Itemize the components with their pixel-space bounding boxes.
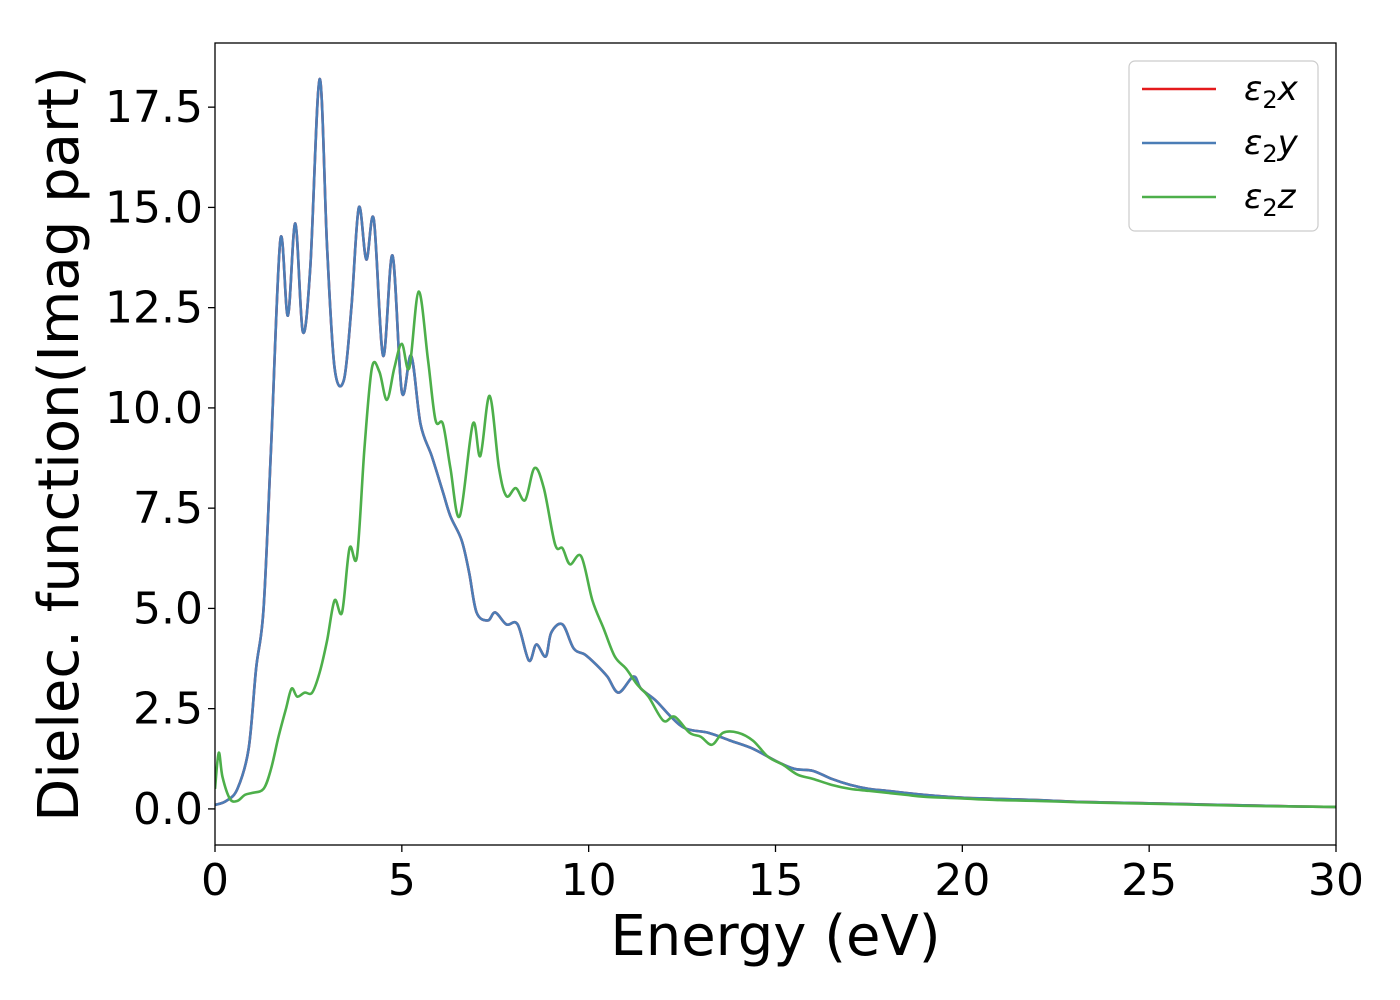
series-line-z <box>215 290 1336 809</box>
y-axis: 0.0 2.5 5.0 7.5 10.0 12.5 15.0 17.5 <box>105 82 215 835</box>
legend-label-x: ε2x <box>1244 69 1299 114</box>
legend: ε2x ε2y ε2z <box>1128 60 1319 232</box>
x-axis: 0 5 10 15 20 25 30 <box>201 845 1364 906</box>
x-tick-label: 5 <box>388 855 416 906</box>
x-tick-label: 10 <box>561 855 617 906</box>
x-axis-title: Energy (eV) <box>610 904 940 969</box>
legend-box <box>1128 60 1319 232</box>
x-tick-label: 15 <box>748 855 804 906</box>
y-tick-label: 7.5 <box>133 483 203 534</box>
y-tick-label: 0.0 <box>133 784 203 835</box>
x-tick-label: 20 <box>934 855 990 906</box>
legend-label-z: ε2z <box>1244 177 1297 222</box>
y-tick-label: 5.0 <box>133 583 203 634</box>
y-tick-label: 2.5 <box>133 684 203 735</box>
y-tick-label: 10.0 <box>105 383 203 434</box>
y-tick-label: 17.5 <box>105 82 203 133</box>
x-tick-label: 25 <box>1121 855 1177 906</box>
y-tick-label: 15.0 <box>105 182 203 233</box>
x-tick-label: 30 <box>1308 855 1364 906</box>
y-tick-label: 12.5 <box>105 283 203 334</box>
y-axis-title: Dielec. function(Imag part) <box>27 66 92 822</box>
x-tick-label: 0 <box>201 855 229 906</box>
plot-area <box>214 42 1337 846</box>
legend-label-y: ε2y <box>1244 123 1299 168</box>
series-line-y <box>215 77 1336 809</box>
series-lines <box>215 77 1336 809</box>
